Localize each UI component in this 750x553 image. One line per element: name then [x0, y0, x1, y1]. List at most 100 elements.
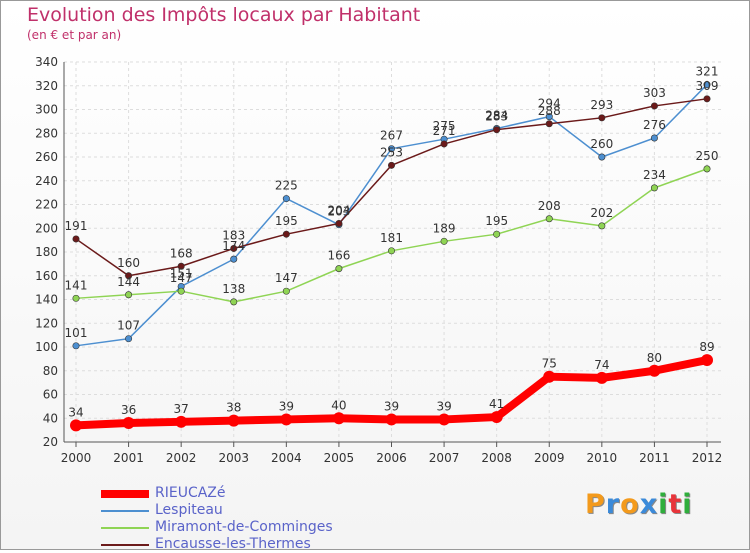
legend-label-encausse: Encausse-les-Thermes [155, 536, 311, 552]
data-label: 225 [275, 179, 298, 193]
data-point [440, 140, 448, 148]
x-tick-label: 2000 [61, 451, 92, 465]
data-point [177, 287, 185, 295]
data-label: 41 [489, 397, 504, 411]
data-label: 37 [174, 402, 189, 416]
data-label: 253 [380, 145, 403, 159]
data-label: 195 [275, 214, 298, 228]
data-label: 101 [65, 326, 88, 340]
data-label: 39 [436, 399, 451, 413]
logo-letter: x [639, 489, 659, 520]
data-label: 260 [590, 137, 613, 151]
data-point [72, 235, 80, 243]
data-point [335, 220, 343, 228]
data-point [70, 419, 82, 432]
data-point [387, 145, 395, 153]
data-label: 283 [485, 110, 508, 124]
x-tick-label: 2010 [587, 451, 618, 465]
legend-item-miramont[interactable]: Miramont-de-Comminges [101, 519, 401, 536]
data-point [703, 81, 711, 89]
data-point [490, 411, 503, 424]
x-tick-label: 2012 [692, 451, 723, 465]
chart-subtitle: (en € et par an) [27, 28, 122, 42]
data-label: 38 [226, 401, 241, 415]
legend-item-encausse[interactable]: Encausse-les-Thermes [101, 536, 401, 553]
data-label: 183 [222, 228, 245, 242]
y-tick-label: 260 [35, 150, 58, 164]
legend-item-lespiteau[interactable]: Lespiteau [101, 502, 401, 519]
data-point [230, 244, 238, 252]
data-point [282, 195, 290, 203]
legend-label-miramont: Miramont-de-Comminges [155, 519, 333, 535]
data-point [703, 165, 711, 173]
data-label: 267 [380, 129, 403, 143]
data-point [543, 370, 556, 383]
data-label: 203 [327, 205, 350, 219]
x-tick-label: 2007 [429, 451, 460, 465]
data-label: 271 [433, 124, 456, 138]
data-point [650, 184, 658, 192]
data-point [125, 272, 133, 280]
data-point [387, 161, 395, 169]
data-label: 168 [170, 246, 193, 260]
data-label: 34 [68, 405, 83, 419]
legend-item-rieucaze[interactable]: RIEUCAZé [101, 485, 401, 502]
y-tick-label: 80 [43, 364, 58, 378]
y-tick-label: 100 [35, 340, 58, 354]
data-label: 191 [65, 219, 88, 233]
logo-letter: o [620, 489, 640, 520]
y-tick-label: 280 [35, 126, 58, 140]
data-point [230, 298, 238, 306]
data-label: 309 [696, 79, 719, 93]
data-point [545, 215, 553, 223]
y-tick-label: 60 [43, 388, 58, 402]
data-label: 147 [170, 271, 193, 285]
data-point [230, 255, 238, 263]
data-label: 250 [696, 149, 719, 163]
legend-swatch-lespiteau [101, 510, 149, 512]
data-label: 107 [117, 319, 140, 333]
data-label: 89 [699, 340, 714, 354]
data-label: 166 [327, 249, 350, 263]
data-label: 174 [222, 239, 245, 253]
data-point [125, 335, 133, 343]
data-point [122, 417, 135, 429]
legend-label-lespiteau: Lespiteau [155, 502, 223, 518]
data-point [227, 414, 240, 427]
data-point [175, 415, 188, 428]
logo-letter: i [658, 489, 669, 520]
data-label: 40 [331, 398, 346, 412]
data-point [282, 287, 290, 295]
logo-letter: P [585, 489, 606, 520]
y-tick-label: 300 [35, 103, 58, 117]
x-tick-label: 2003 [218, 451, 249, 465]
data-label: 202 [590, 206, 613, 220]
logo-letter: r [605, 489, 621, 520]
data-point [177, 262, 185, 270]
data-point [598, 114, 606, 122]
y-tick-label: 200 [35, 221, 58, 235]
data-label: 294 [538, 97, 561, 111]
data-point [493, 126, 501, 134]
legend-swatch-encausse [101, 544, 149, 546]
line-chart: 2040608010012014016018020022024026028030… [35, 55, 723, 465]
data-label: 303 [643, 86, 666, 100]
data-label: 80 [647, 351, 662, 365]
data-point [438, 413, 451, 426]
data-label: 181 [380, 231, 403, 245]
y-tick-label: 220 [35, 198, 58, 212]
data-point [595, 371, 608, 384]
data-label: 151 [170, 266, 193, 280]
data-point [125, 291, 133, 299]
data-label: 36 [121, 403, 136, 417]
data-point [72, 342, 80, 350]
data-point [545, 120, 553, 128]
x-tick-label: 2005 [324, 451, 355, 465]
data-label: 74 [594, 358, 609, 372]
data-point [545, 113, 553, 121]
data-label: 275 [433, 119, 456, 133]
x-tick-label: 2004 [271, 451, 302, 465]
y-tick-label: 180 [35, 245, 58, 259]
data-point [332, 412, 345, 425]
data-point [493, 230, 501, 238]
